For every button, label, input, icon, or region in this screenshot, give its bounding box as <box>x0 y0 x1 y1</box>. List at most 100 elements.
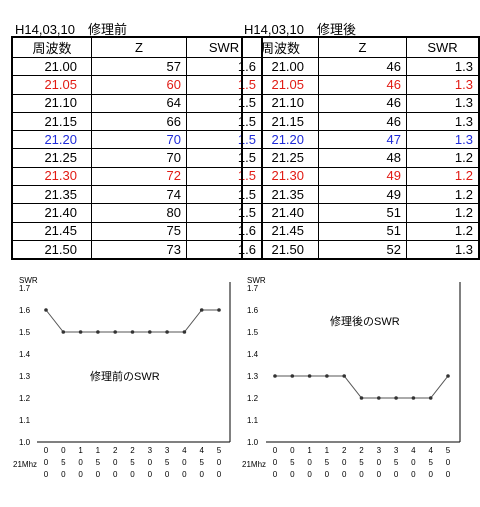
x-axis-label: 21Mhz <box>13 460 37 469</box>
y-tick-label: 1.5 <box>247 328 259 337</box>
impedance-cell: 48 <box>318 148 407 168</box>
frequency-cell: 21.50 <box>12 239 92 260</box>
data-point <box>165 330 169 334</box>
data-point <box>182 330 187 334</box>
table-row: 21.30 72 1.5 <box>12 166 262 186</box>
swr-cell: 1.2 <box>405 203 479 223</box>
y-tick-label: 1.1 <box>19 416 31 425</box>
impedance-cell: 47 <box>318 130 407 149</box>
table-row: 21.00 46 1.3 <box>242 57 479 76</box>
swr-cell: 1.2 <box>405 148 479 168</box>
header-impedance: Z <box>318 37 407 58</box>
frequency-cell: 21.35 <box>242 185 319 204</box>
y-tick-label: 1.6 <box>19 306 31 315</box>
y-tick-label: 1.2 <box>19 394 31 403</box>
frequency-cell: 21.20 <box>12 130 92 149</box>
frequency-cell: 21.25 <box>12 148 92 168</box>
swr-cell: 1.3 <box>405 57 479 76</box>
data-point <box>342 374 346 378</box>
swr-cell: 1.2 <box>405 221 479 241</box>
data-point <box>273 374 277 378</box>
data-point <box>199 308 204 312</box>
y-tick-label: 1.0 <box>247 438 259 447</box>
data-point <box>61 330 66 334</box>
impedance-cell: 74 <box>91 185 187 204</box>
impedance-cell: 73 <box>91 239 187 260</box>
series-line <box>275 375 449 399</box>
table-row: 21.05 60 1.5 <box>12 75 262 95</box>
frequency-cell: 21.20 <box>242 130 319 149</box>
impedance-cell: 70 <box>91 130 187 149</box>
impedance-cell: 46 <box>318 75 407 95</box>
x-axis-label: 21Mhz <box>242 460 266 469</box>
data-point <box>428 396 433 400</box>
table-row: 21.10 46 1.3 <box>242 93 479 113</box>
frequency-cell: 21.30 <box>242 166 319 186</box>
impedance-cell: 46 <box>318 57 407 76</box>
data-point <box>78 330 83 334</box>
y-tick-label: 1.7 <box>247 284 259 293</box>
frequency-cell: 21.10 <box>12 93 92 113</box>
impedance-cell: 49 <box>318 166 407 186</box>
table-row: 21.20 47 1.3 <box>242 130 479 149</box>
data-point <box>377 396 381 400</box>
frequency-cell: 21.45 <box>242 221 319 241</box>
impedance-cell: 46 <box>318 111 407 131</box>
data-point <box>394 396 398 400</box>
y-tick-label: 1.2 <box>247 394 259 403</box>
impedance-cell: 57 <box>91 57 187 76</box>
impedance-cell: 75 <box>91 221 187 241</box>
table-row: 21.45 75 1.6 <box>12 221 262 241</box>
table-row: 21.50 73 1.6 <box>12 239 262 260</box>
table-row: 21.00 57 1.6 <box>12 57 262 76</box>
header-swr: SWR <box>405 37 479 58</box>
impedance-cell: 80 <box>91 203 187 223</box>
table-row: 21.50 52 1.3 <box>242 239 479 260</box>
swr-cell: 1.3 <box>405 93 479 113</box>
header-frequency: 周波数 <box>242 37 319 58</box>
data-point <box>44 308 48 312</box>
swr-cell: 1.3 <box>405 75 479 95</box>
frequency-cell: 21.45 <box>12 221 92 241</box>
table-row: 21.05 46 1.3 <box>242 75 479 95</box>
y-tick-label: 1.0 <box>19 438 31 447</box>
frequency-cell: 21.00 <box>44 58 77 74</box>
swr-cell: 1.3 <box>405 239 479 260</box>
impedance-cell: 72 <box>91 166 187 186</box>
frequency-cell: 21.05 <box>12 75 92 95</box>
frequency-cell: 21.40 <box>242 203 319 223</box>
before-repair-title: H14,03,10 修理前 <box>15 22 127 37</box>
table-row: 21.45 51 1.2 <box>242 221 479 241</box>
impedance-cell: 70 <box>91 148 187 168</box>
y-tick-label: 1.4 <box>19 350 31 359</box>
data-point <box>113 330 117 334</box>
table-row: 21.40 51 1.2 <box>242 203 479 223</box>
data-point <box>359 396 364 400</box>
header-impedance: Z <box>91 37 187 58</box>
table-row: 21.35 49 1.2 <box>242 185 479 204</box>
impedance-cell: 49 <box>318 185 407 204</box>
table-row: 21.20 70 1.5 <box>12 130 262 149</box>
y-axis-label: SWR <box>247 276 266 285</box>
data-point <box>446 374 450 378</box>
swr-cell: 1.2 <box>405 166 479 186</box>
data-point <box>307 374 312 378</box>
frequency-cell: 21.35 <box>12 185 92 204</box>
frequency-cell: 21.40 <box>12 203 92 223</box>
frequency-cell: 21.15 <box>12 111 92 131</box>
series-line <box>45 309 219 333</box>
y-tick-label: 1.3 <box>247 372 259 381</box>
table-row: 21.10 64 1.5 <box>12 93 262 113</box>
table-row: 21.35 74 1.5 <box>12 185 262 204</box>
data-point <box>96 330 100 334</box>
table-row: 21.25 48 1.2 <box>242 148 479 168</box>
impedance-cell: 51 <box>318 203 407 223</box>
